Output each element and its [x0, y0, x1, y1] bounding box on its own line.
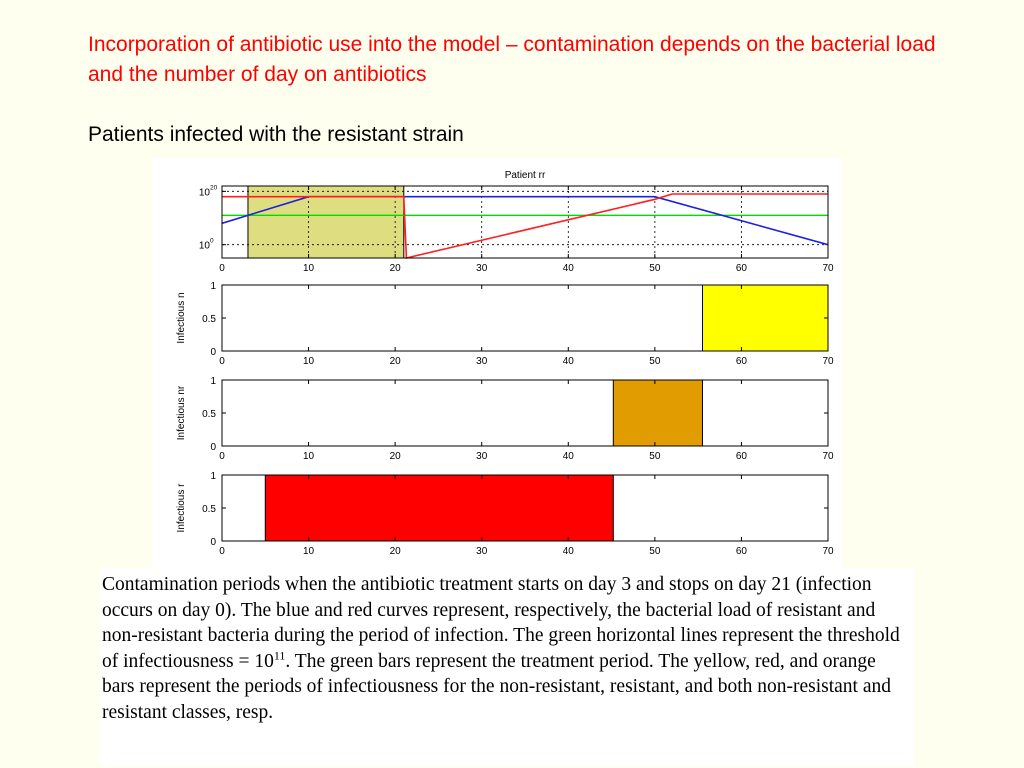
x-tick-label: 70: [822, 263, 834, 274]
x-tick-label: 0: [219, 546, 225, 557]
x-tick-label: 10: [303, 356, 315, 367]
x-tick-label: 0: [219, 263, 225, 274]
x-tick-label: 40: [563, 356, 575, 367]
y-tick-label: 1: [210, 471, 216, 482]
y-axis-label: Infectious nr: [176, 385, 187, 440]
x-tick-label: 20: [390, 356, 402, 367]
y-tick-label: 1: [210, 376, 216, 387]
figure-caption: Contamination periods when the antibioti…: [100, 568, 914, 766]
chart-title: Patient rr: [505, 170, 546, 181]
plot-area: [222, 380, 828, 446]
x-tick-label: 10: [303, 263, 315, 274]
treatment-period-bar: [247, 185, 405, 259]
x-tick-label: 40: [563, 546, 575, 557]
y-axis-label: Infectious r: [176, 483, 187, 533]
x-tick-label: 20: [390, 546, 402, 557]
x-tick-label: 50: [649, 451, 661, 462]
axes-frame: [221, 284, 829, 352]
x-tick-label: 70: [822, 451, 834, 462]
caption-exponent: 11: [273, 648, 286, 662]
x-tick-label: 70: [822, 546, 834, 557]
axes-frame: [221, 474, 829, 542]
infectious-bar: [264, 474, 614, 542]
y-tick-label: 10: [199, 187, 211, 198]
x-tick-label: 50: [649, 546, 661, 557]
x-tick-label: 30: [476, 546, 488, 557]
y-tick-exponent: 0: [210, 238, 214, 245]
y-tick-label: 0: [210, 537, 216, 548]
y-tick-label: 0.5: [202, 504, 216, 515]
axes-frame: [221, 379, 829, 447]
x-tick-label: 10: [303, 546, 315, 557]
x-tick-label: 40: [563, 451, 575, 462]
x-tick-label: 0: [219, 451, 225, 462]
x-tick-label: 70: [822, 356, 834, 367]
x-tick-label: 30: [476, 263, 488, 274]
x-tick-label: 60: [736, 451, 748, 462]
series-line-non_resistant: [222, 193, 828, 260]
infectious-bar: [701, 284, 829, 352]
y-tick-label: 0.5: [202, 409, 216, 420]
figure: Patient rr 10 20 10 0 0 10 20 30 40 50 60 70 0 0.5 1 Inf…: [152, 158, 842, 568]
x-tick-label: 10: [303, 451, 315, 462]
infectious-bar: [612, 379, 703, 447]
x-tick-label: 60: [736, 263, 748, 274]
y-tick-label: 1: [210, 281, 216, 292]
x-tick-label: 0: [219, 356, 225, 367]
caption-text-part2: . The green bars represent the treatment…: [102, 650, 891, 723]
x-tick-label: 20: [390, 451, 402, 462]
caption-text-part1: Contamination periods when the antibioti…: [102, 574, 900, 672]
slide-subtitle: Patients infected with the resistant str…: [88, 123, 464, 146]
y-tick-label: 0: [210, 347, 216, 358]
y-tick-label: 0.5: [202, 314, 216, 325]
y-tick-exponent: 20: [210, 184, 218, 191]
x-tick-label: 40: [563, 263, 575, 274]
x-tick-label: 50: [649, 263, 661, 274]
x-tick-label: 50: [649, 356, 661, 367]
x-tick-label: 60: [736, 356, 748, 367]
y-tick-label: 0: [210, 442, 216, 453]
axes-frame: [221, 185, 829, 259]
y-tick-label: 10: [199, 241, 211, 252]
x-tick-label: 60: [736, 546, 748, 557]
x-tick-label: 20: [390, 263, 402, 274]
y-axis-label: Infectious n: [176, 292, 187, 343]
x-tick-label: 30: [476, 356, 488, 367]
x-tick-label: 30: [476, 451, 488, 462]
slide-title: Incorporation of antibiotic use into the…: [88, 33, 936, 86]
